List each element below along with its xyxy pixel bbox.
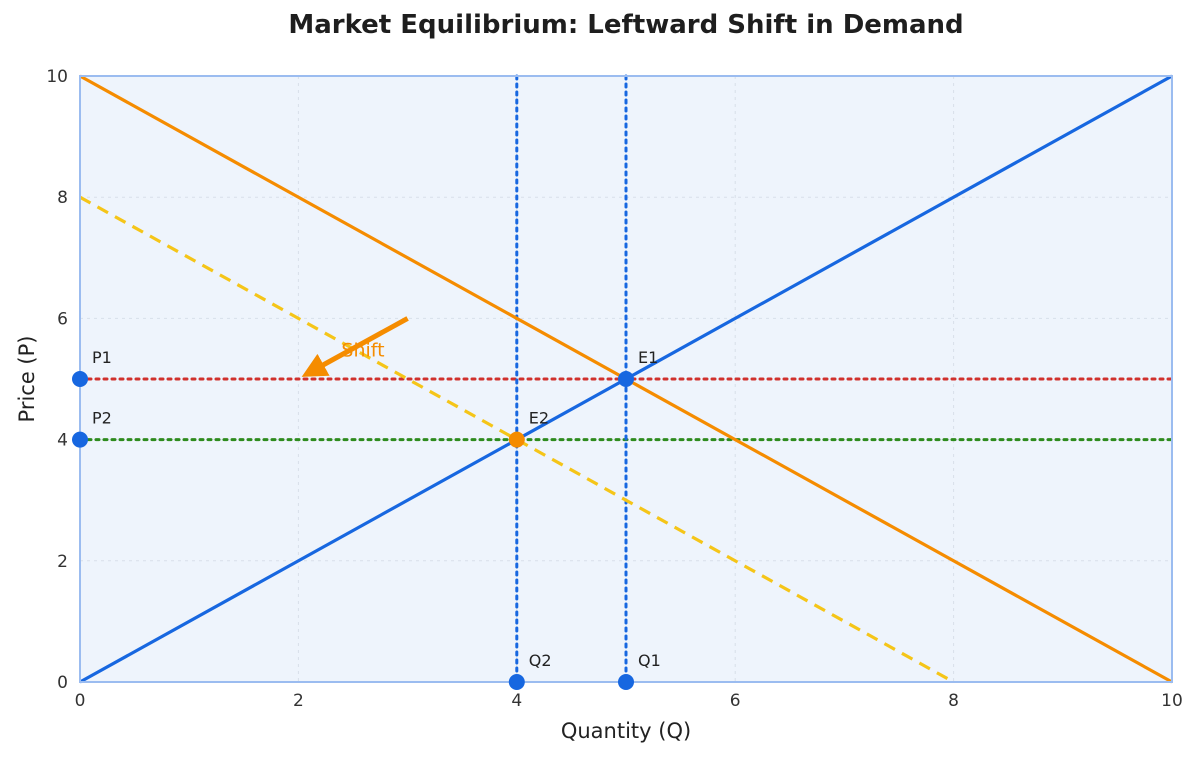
ticks: 0 2 4 6 8 10 0 2 4 6 8 10 <box>46 67 1182 711</box>
y-tick-label: 10 <box>46 67 68 87</box>
points: E1 E2 P1 P2 Q1 Q2 <box>72 348 661 690</box>
point-q1 <box>618 674 634 690</box>
x-tick-label: 8 <box>948 691 959 711</box>
shift-annotation-label: Shift <box>341 340 384 362</box>
x-tick-label: 4 <box>511 691 522 711</box>
x-tick-label: 2 <box>293 691 304 711</box>
y-tick-label: 8 <box>57 188 68 208</box>
point-label-q1: Q1 <box>638 651 661 670</box>
point-q2 <box>508 674 525 690</box>
x-axis-label: Quantity (Q) <box>561 719 691 743</box>
point-p2 <box>72 431 88 448</box>
y-tick-label: 4 <box>57 431 68 451</box>
annotations: Shift <box>301 316 409 377</box>
shift-arrow <box>301 316 409 377</box>
x-tick-label: 6 <box>730 691 741 711</box>
point-label-e1: E1 <box>638 348 658 367</box>
point-label-q2: Q2 <box>529 651 552 670</box>
point-label-e2: E2 <box>529 409 549 428</box>
point-p1 <box>72 371 88 387</box>
y-tick-label: 2 <box>57 552 68 572</box>
y-tick-label: 6 <box>57 309 68 329</box>
x-tick-label: 10 <box>1161 691 1183 711</box>
point-e1 <box>618 371 634 387</box>
point-e2 <box>508 431 525 448</box>
point-label-p2: P2 <box>92 409 112 428</box>
x-tick-label: 0 <box>75 691 86 711</box>
chart-title: Market Equilibrium: Leftward Shift in De… <box>288 10 964 40</box>
new-demand-curve <box>79 195 955 684</box>
y-axis-label: Price (P) <box>15 336 39 423</box>
y-tick-label: 0 <box>57 673 68 693</box>
point-label-p1: P1 <box>92 348 112 367</box>
